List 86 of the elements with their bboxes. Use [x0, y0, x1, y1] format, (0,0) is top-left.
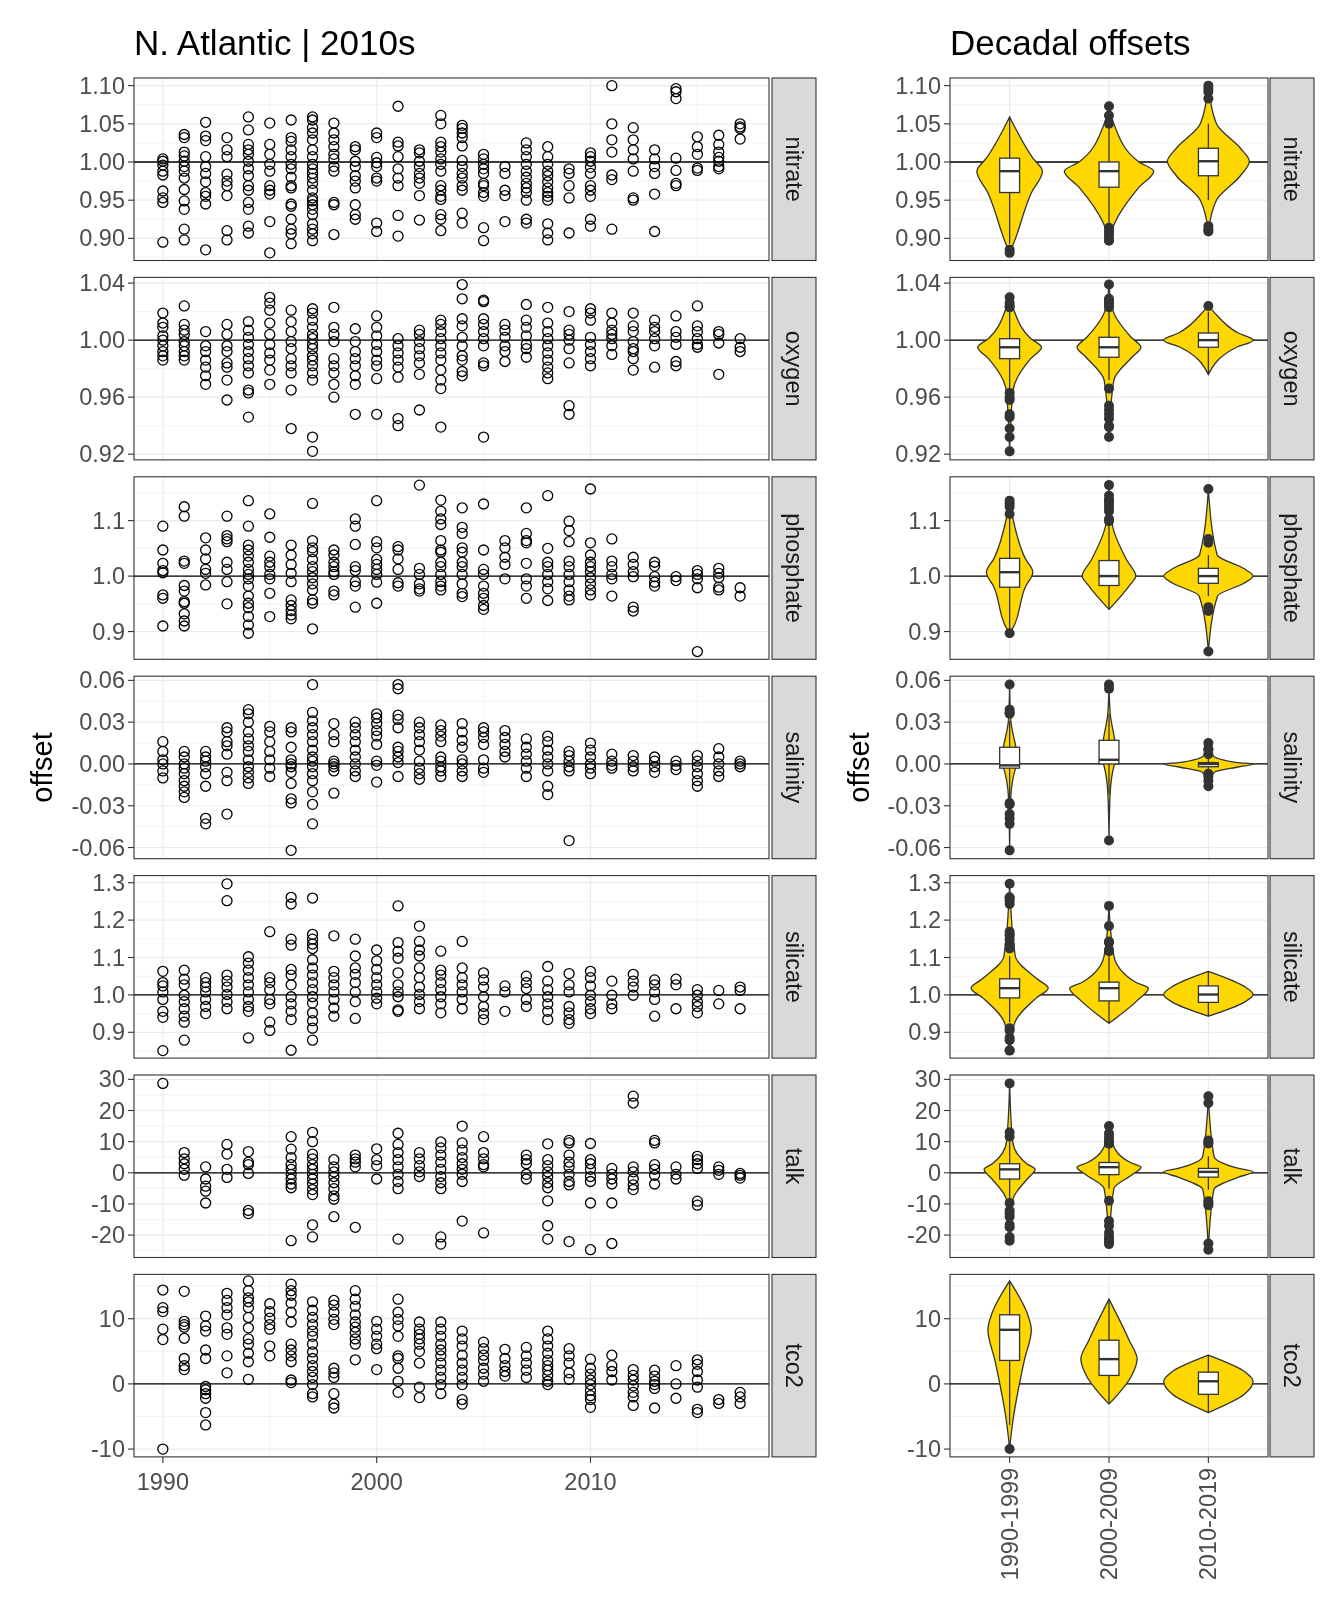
text: tco2: [781, 1343, 807, 1388]
y-tick-label: 0.95: [79, 187, 125, 214]
text: talk: [1279, 1147, 1305, 1185]
y-tick-label: 0.90: [895, 225, 941, 252]
y-tick-label: 0.06: [895, 667, 941, 694]
y-tick-label: 10: [914, 1305, 941, 1332]
y-tick-label: 0: [111, 1159, 125, 1186]
text: silicate: [781, 930, 807, 1003]
y-tick-label: -20: [907, 1222, 941, 1249]
y-tick-label: 1.00: [79, 327, 125, 354]
y-tick-label: 1.05: [79, 110, 125, 137]
y-tick-label: 1.00: [895, 327, 941, 354]
y-tick-label: 20: [914, 1097, 941, 1124]
text: oxygen: [781, 330, 807, 407]
text: nitrate: [781, 136, 807, 202]
y-tick-label: 1.00: [79, 149, 125, 175]
y-tick-label: 1.1: [908, 944, 941, 971]
y-tick-label: 0.9: [92, 1019, 125, 1046]
y-tick-label: 0.96: [895, 384, 941, 411]
y-tick-label: 10: [98, 1128, 125, 1155]
y-tick-label: 10: [98, 1305, 125, 1332]
y-tick-label: 10: [914, 1128, 941, 1155]
y-tick-label: 30: [914, 1066, 941, 1093]
y-tick-label: 0.03: [79, 709, 125, 736]
text: nitrate: [1279, 136, 1305, 202]
text: silicate: [1279, 930, 1305, 1003]
y-tick-label: -20: [91, 1222, 125, 1249]
y-tick-label: 0.96: [79, 384, 125, 411]
x-tick-label: 2000-2009: [1096, 1467, 1122, 1581]
y-tick-label: 0: [927, 1159, 941, 1186]
y-tick-label: -10: [907, 1436, 941, 1463]
chart-title: N. Atlantic | 2010s: [134, 23, 416, 62]
text: talk: [781, 1147, 807, 1185]
y-tick-label: 1.04: [895, 270, 941, 297]
y-tick-label: -0.06: [887, 834, 941, 861]
y-tick-label: 1.1: [92, 507, 125, 534]
y-tick-label: 0.06: [79, 667, 125, 694]
text: phosphate: [781, 513, 807, 623]
x-tick-label: 2010-2019: [1195, 1467, 1222, 1581]
y-tick-label: -0.03: [887, 792, 941, 819]
y-tick-label: 0.00: [79, 750, 125, 777]
y-tick-label: 0.92: [79, 441, 125, 468]
y-tick-label: 1.04: [79, 270, 125, 297]
x-tick-label: 1990-1999: [996, 1467, 1023, 1581]
y-tick-label: 1.10: [79, 72, 125, 99]
x-tick-label: 2000: [350, 1468, 403, 1495]
y-tick-label: -0.06: [71, 834, 125, 861]
text: salinity: [1279, 731, 1305, 804]
y-tick-label: -10: [91, 1436, 125, 1463]
y-tick-label: 20: [98, 1097, 125, 1124]
x-tick-label: 2010: [564, 1468, 617, 1495]
y-tick-label: 0: [111, 1370, 125, 1397]
y-tick-label: 0.9: [908, 1019, 941, 1046]
text: phosphate: [1279, 513, 1305, 623]
y-tick-label: 0.03: [895, 709, 941, 736]
y-tick-label: -10: [907, 1190, 941, 1217]
y-tick-label: 1.0: [908, 563, 941, 590]
y-tick-label: 0.9: [908, 618, 941, 645]
y-tick-label: 0.00: [895, 750, 941, 777]
y-tick-label: 1.2: [908, 907, 941, 934]
text: salinity: [781, 731, 807, 804]
text: tco2: [1279, 1343, 1305, 1388]
y-tick-label: 1.3: [908, 869, 941, 896]
y-tick-label: 1.3: [92, 869, 125, 896]
y-tick-label: 0.95: [895, 187, 941, 214]
y-axis-title: offset: [843, 732, 875, 803]
y-tick-label: 1.05: [895, 110, 941, 137]
y-tick-label: 1.2: [92, 907, 125, 934]
y-tick-label: 1.1: [92, 944, 125, 971]
y-tick-label: 0: [927, 1370, 941, 1397]
y-tick-label: 0.92: [895, 441, 941, 468]
y-tick-label: 1.10: [895, 72, 941, 99]
y-tick-label: 1.0: [908, 981, 941, 1008]
y-tick-label: 1.0: [92, 563, 125, 590]
y-tick-label: 1.00: [895, 149, 941, 175]
y-tick-label: 30: [98, 1066, 125, 1093]
chart-title: Decadal offsets: [950, 23, 1191, 62]
y-tick-label: 0.9: [92, 618, 125, 645]
y-tick-label: -0.03: [71, 792, 125, 819]
text: oxygen: [1279, 330, 1305, 407]
y-tick-label: 1.0: [92, 981, 125, 1008]
y-axis-title: offset: [26, 732, 58, 803]
y-tick-label: 0.90: [79, 225, 125, 252]
y-tick-label: -10: [91, 1190, 125, 1217]
x-tick-label: 1990: [136, 1468, 189, 1495]
y-tick-label: 1.1: [908, 507, 941, 534]
